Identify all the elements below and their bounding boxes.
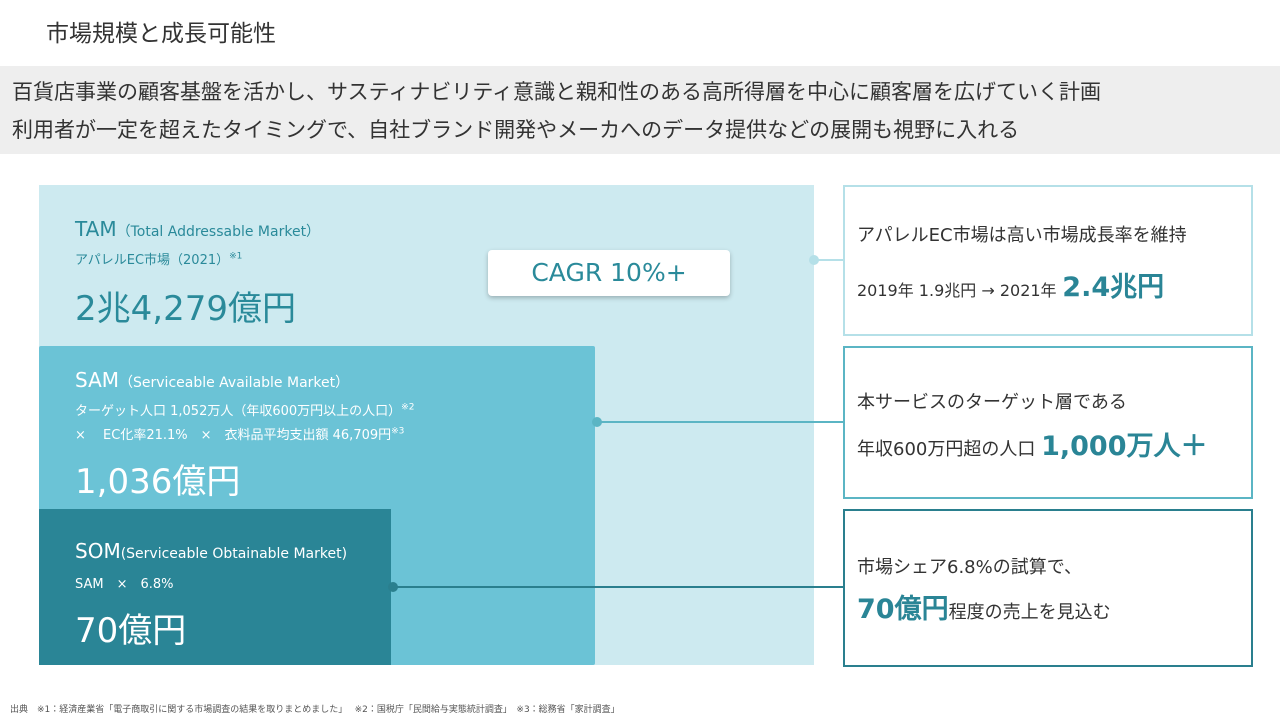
label: TAM [75,217,117,241]
tam-heading: TAM（Total Addressable Market） [75,217,320,241]
sam-value: 1,036億円 [75,462,241,502]
callout-text: 年収600万円超の人口 1,000万人＋ [857,424,1208,463]
note: ※1 [229,251,243,262]
callout: 本サービスのターゲット層である 年収600万円超の人口 1,000万人＋ [843,346,1253,499]
sublabel: （Serviceable Available Market） [119,375,350,391]
emphasis: 1,000万人＋ [1041,431,1208,462]
footnote: 出典 ※1：経済産業省「電子商取引に関する市場調査の結果を取りまとめました」 ※… [10,705,620,715]
sublabel: （Total Addressable Market） [116,224,321,240]
callout-text: アパレルEC市場は高い市場成長率を維持 [857,225,1187,246]
summary-line: 百貨店事業の顧客基盤を活かし、サスティナビリティ意識と親和性のある高所得層を中心… [12,80,1102,104]
sam-line: ターゲット人口 1,052万人（年収600万円以上の人口）※2 [75,400,414,419]
tam-desc: アパレルEC市場（2021）※1 [75,249,242,268]
callout: 市場シェア6.8%の試算で、 70億円程度の売上を見込む [843,509,1253,667]
sublabel: (Serviceable Obtainable Market) [120,546,348,562]
summary: 百貨店事業の顧客基盤を活かし、サスティナビリティ意識と親和性のある高所得層を中心… [0,66,1280,154]
note: ※2 [401,402,415,413]
connector-dot [592,417,602,427]
cagr-badge: CAGR 10%+ [488,250,730,296]
callout: アパレルEC市場は高い市場成長率を維持 2019年 1.9兆円 → 2021年 … [843,185,1253,336]
som-value: 70億円 [75,611,187,651]
sam-line: × EC化率21.1% × 衣料品平均支出額 46,709円※3 [75,424,404,443]
text: アパレルEC市場（2021） [75,253,230,268]
callout-text: 70億円程度の売上を見込む [857,587,1111,626]
callout-text: 本サービスのターゲット層である [857,392,1127,413]
emphasis: 70億円 [857,594,949,625]
note: ※3 [391,426,405,437]
text: 2019年 1.9兆円 → 2021年 [857,281,1057,300]
text: 年収600万円超の人口 [857,439,1036,460]
som-box: SOM(Serviceable Obtainable Market) SAM ×… [39,509,391,665]
label: SAM [75,368,120,392]
connector-dot [809,255,819,265]
emphasis: 2.4兆円 [1062,272,1165,303]
summary-line: 利用者が一定を超えたタイミングで、自社ブランド開発やメーカへのデータ提供などの展… [12,118,1020,142]
sam-heading: SAM（Serviceable Available Market） [75,368,349,392]
text: × EC化率21.1% × 衣料品平均支出額 46,709円 [75,428,392,443]
label: SOM [75,539,121,563]
callout-text: 市場シェア6.8%の試算で、 [857,557,1083,578]
title: 市場規模と成長可能性 [46,21,276,47]
text: ターゲット人口 1,052万人（年収600万円以上の人口） [75,404,402,419]
callout-text: 2019年 1.9兆円 → 2021年 2.4兆円 [857,265,1164,304]
tam-value: 2兆4,279億円 [75,289,296,329]
som-heading: SOM(Serviceable Obtainable Market) [75,539,347,563]
som-desc: SAM × 6.8% [75,577,174,592]
connector-dot [388,582,398,592]
text: 程度の売上を見込む [948,602,1111,623]
